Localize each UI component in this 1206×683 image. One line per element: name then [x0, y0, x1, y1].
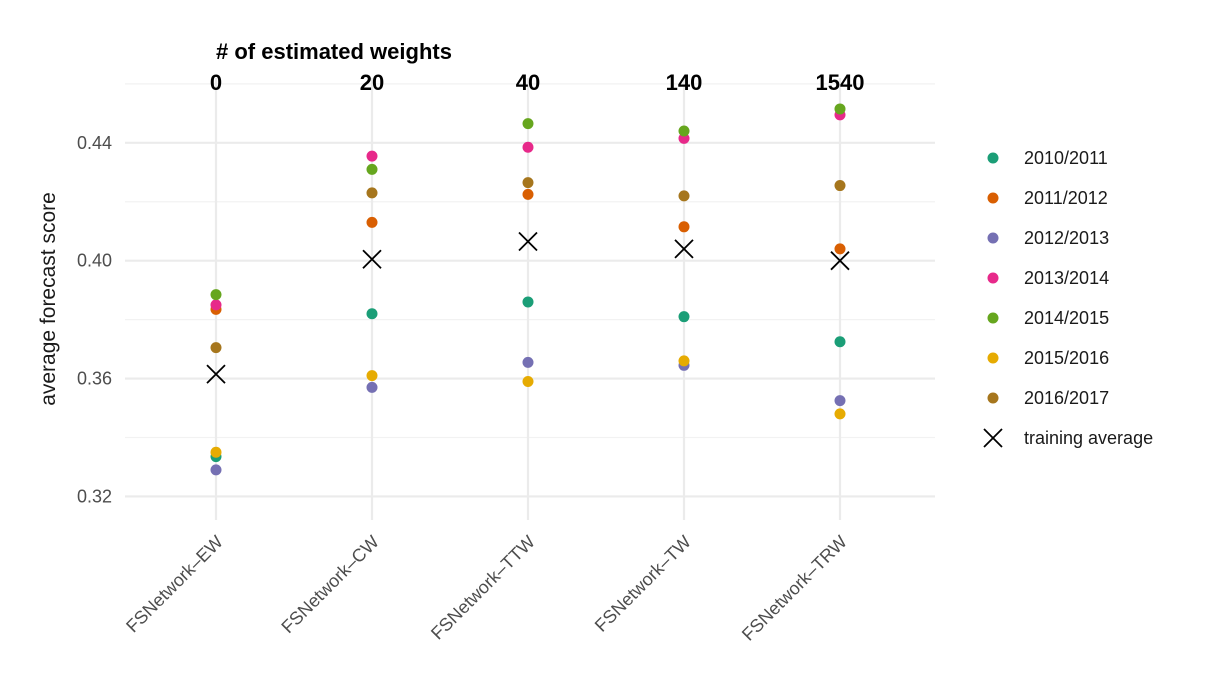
training-average-marker	[362, 249, 382, 269]
top-axis-count: 20	[360, 70, 384, 95]
data-point	[366, 216, 378, 228]
data-point	[210, 299, 222, 311]
top-axis-count: 0	[210, 70, 222, 95]
y-axis-ticks: 0.32 0.36 0.40 0.44	[77, 133, 112, 507]
data-point	[834, 180, 846, 192]
data-point	[522, 376, 534, 388]
x-tick-label: FSNetwork–TW	[591, 532, 695, 636]
x-tick-label: FSNetwork–EW	[122, 532, 227, 637]
data-point	[366, 187, 378, 199]
data-point	[678, 221, 690, 233]
cross-stroke	[362, 249, 382, 269]
top-axis-count: 1540	[816, 70, 865, 95]
x-axis-ticks: FSNetwork–EW FSNetwork–CW FSNetwork–TTW FSN…	[122, 532, 851, 645]
data-point	[678, 355, 690, 367]
legend-label: 2014/2015	[1024, 308, 1109, 328]
legend-key	[987, 352, 999, 364]
legend-label: 2013/2014	[1024, 268, 1109, 288]
data-point	[210, 289, 222, 301]
y-tick-label: 0.44	[77, 133, 112, 153]
legend-key	[987, 312, 999, 324]
x-tick-label: FSNetwork–CW	[277, 532, 382, 637]
data-point	[834, 395, 846, 407]
data-point	[522, 177, 534, 189]
legend-label: 2012/2013	[1024, 228, 1109, 248]
legend-label: 2011/2012	[1024, 188, 1108, 208]
data-point	[678, 125, 690, 137]
legend-key	[987, 232, 999, 244]
data-point	[366, 381, 378, 393]
data-point	[366, 308, 378, 320]
legend-label: 2015/2016	[1024, 348, 1109, 368]
data-point	[210, 464, 222, 476]
top-axis-count: 140	[666, 70, 703, 95]
cross-stroke	[830, 251, 850, 271]
legend-key	[987, 392, 999, 404]
x-tick-label: FSNetwork–TRW	[738, 532, 851, 645]
y-tick-label: 0.40	[77, 251, 112, 271]
legend-key	[983, 428, 1003, 448]
legend-item: 2011/2012	[987, 188, 1108, 208]
data-point	[366, 150, 378, 162]
legend-label: 2016/2017	[1024, 388, 1109, 408]
legend-item: 2010/2011	[987, 148, 1108, 168]
data-point	[834, 408, 846, 420]
cross-stroke	[206, 364, 226, 384]
legend-key	[987, 272, 999, 284]
data-point	[366, 370, 378, 382]
data-point	[522, 188, 534, 200]
data-point	[210, 446, 222, 458]
training-average-marker	[518, 231, 538, 252]
y-tick-label: 0.32	[77, 486, 112, 506]
top-axis-count: 40	[516, 70, 540, 95]
legend-key	[987, 192, 999, 204]
legend-item: 2016/2017	[987, 388, 1109, 408]
y-tick-label: 0.36	[77, 369, 112, 389]
top-axis: # of estimated weights 0 20 40 140 1540	[210, 39, 865, 95]
data-point	[522, 356, 534, 368]
data-point	[210, 342, 222, 354]
data-point	[678, 190, 690, 202]
legend-label: training average	[1024, 428, 1153, 448]
training-average-marker	[206, 364, 226, 384]
data-point	[522, 296, 534, 308]
data-point	[366, 163, 378, 175]
legend-item: training average	[983, 428, 1153, 448]
legend-item: 2014/2015	[987, 308, 1109, 328]
data-point	[522, 141, 534, 153]
y-axis-label: average forecast score	[37, 192, 60, 406]
data-point	[834, 103, 846, 115]
legend-item: 2012/2013	[987, 228, 1109, 248]
points	[206, 103, 850, 476]
x-tick-label: FSNetwork–TTW	[427, 532, 539, 644]
training-average-marker	[674, 239, 694, 259]
legend-key	[987, 152, 999, 164]
cross-stroke	[674, 239, 694, 259]
data-point	[834, 243, 846, 255]
legend-item: 2015/2016	[987, 348, 1109, 368]
data-point	[834, 336, 846, 348]
legend-item: 2013/2014	[987, 268, 1109, 288]
legend: 2010/2011 2011/2012 2012/2013 2013/2014 2014…	[983, 148, 1153, 448]
data-point	[522, 118, 534, 130]
legend-label: 2010/2011	[1024, 148, 1108, 168]
training-average-marker	[830, 251, 850, 271]
top-axis-title: # of estimated weights	[216, 39, 452, 64]
cross-stroke	[518, 231, 538, 252]
data-point	[678, 311, 690, 323]
